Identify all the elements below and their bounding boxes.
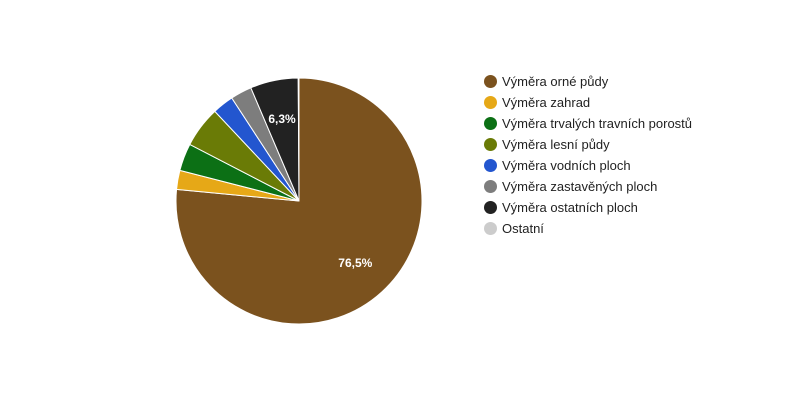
pie-slices bbox=[175, 77, 423, 325]
legend-swatch-icon bbox=[484, 222, 497, 235]
legend-swatch-icon bbox=[484, 75, 497, 88]
legend-label: Výměra lesní půdy bbox=[502, 137, 610, 152]
legend-label: Výměra orné půdy bbox=[502, 74, 609, 89]
pie-data-labels: 76,5% 6,3% bbox=[268, 112, 372, 270]
legend-label: Výměra trvalých travních porostů bbox=[502, 116, 693, 131]
data-label-vymera-ostatnich-ploch: 6,3% bbox=[268, 112, 296, 126]
legend-swatch-icon bbox=[484, 96, 497, 109]
legend-item-vymera-vodnich-ploch[interactable]: Výměra vodních ploch bbox=[482, 157, 712, 174]
legend-item-vymera-zastavenych-ploch[interactable]: Výměra zastavěných ploch bbox=[482, 178, 712, 195]
legend-item-vymera-zahrad[interactable]: Výměra zahrad bbox=[482, 94, 712, 111]
legend-label: Ostatní bbox=[502, 221, 544, 236]
legend-swatch-icon bbox=[484, 180, 497, 193]
legend-item-vymera-ostatnich-ploch[interactable]: Výměra ostatních ploch bbox=[482, 199, 712, 216]
legend-item-vymera-trvalych-travnich-porostu[interactable]: Výměra trvalých travních porostů bbox=[482, 115, 712, 132]
legend-swatch-icon bbox=[484, 159, 497, 172]
legend-item-vymera-orne-pudy[interactable]: Výměra orné půdy bbox=[482, 73, 712, 90]
legend-label: Výměra zastavěných ploch bbox=[502, 179, 658, 194]
legend-swatch-icon bbox=[484, 117, 497, 130]
legend-swatch-icon bbox=[484, 138, 497, 151]
legend-item-vymera-lesni-pudy[interactable]: Výměra lesní půdy bbox=[482, 136, 712, 153]
data-label-vymera-orne-pudy: 76,5% bbox=[338, 256, 372, 270]
legend-label: Výměra vodních ploch bbox=[502, 158, 631, 173]
legend-label: Výměra zahrad bbox=[502, 95, 591, 110]
legend-swatch-icon bbox=[484, 201, 497, 214]
chart-legend: Výměra orné půdy Výměra zahrad Výměra trva… bbox=[482, 73, 712, 241]
legend-item-ostatni[interactable]: Ostatní bbox=[482, 220, 712, 237]
legend-label: Výměra ostatních ploch bbox=[502, 200, 638, 215]
pie-slice-ostatni[interactable] bbox=[297, 77, 300, 202]
